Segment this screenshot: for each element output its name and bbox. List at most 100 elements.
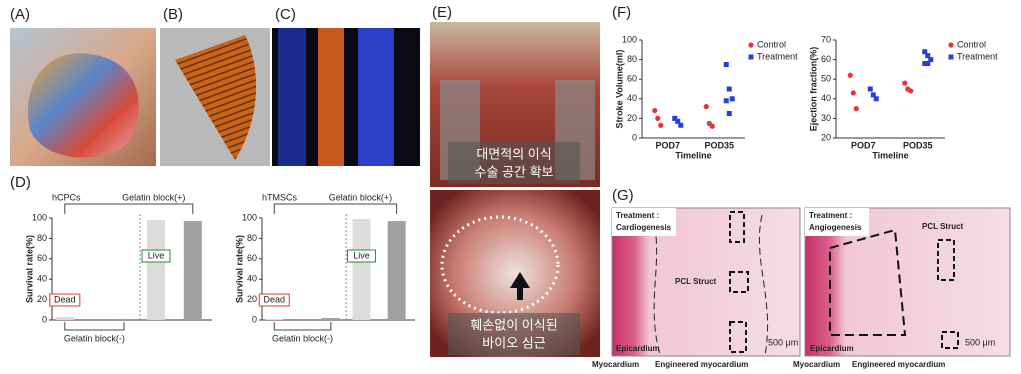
chart-title: hCPCs <box>52 192 81 202</box>
point <box>853 106 859 112</box>
y-tick-label: 100 <box>32 212 47 222</box>
dead-label: Dead <box>263 294 285 304</box>
y-tick-label: 40 <box>37 274 47 284</box>
chart-title: hTMSCs <box>262 192 298 202</box>
point <box>655 115 661 121</box>
box <box>937 239 955 281</box>
bar <box>55 316 74 320</box>
point <box>652 107 658 114</box>
point <box>726 111 732 116</box>
y-tick-label: 80 <box>37 233 47 243</box>
bracket <box>64 203 194 214</box>
y-tick-label: 100 <box>242 212 257 222</box>
photo <box>175 35 257 160</box>
box <box>829 228 907 336</box>
box <box>941 331 959 349</box>
caption: 바이오 심근 <box>482 335 545 350</box>
box <box>729 211 745 243</box>
label-box <box>258 293 290 307</box>
label-box <box>805 208 869 236</box>
x-axis-label: Timeline <box>675 150 711 160</box>
live-label: Live <box>148 250 165 260</box>
legend-marker <box>748 54 754 60</box>
point <box>658 122 664 128</box>
y-tick-label: 60 <box>627 74 637 84</box>
legend-label: Treatment <box>757 51 798 61</box>
point <box>873 96 879 102</box>
label-box <box>49 293 81 307</box>
bar <box>265 318 284 320</box>
y-tick-label: 70 <box>821 34 831 44</box>
y-tick-label: 20 <box>247 294 257 304</box>
point <box>729 96 735 102</box>
box <box>729 321 747 353</box>
point <box>723 98 729 104</box>
caption-box <box>448 142 580 184</box>
bracket <box>273 203 398 214</box>
histology-label: PCL Struct <box>922 222 964 231</box>
point <box>703 104 709 110</box>
y-tick-label: 30 <box>821 113 831 123</box>
group-label: Gelatin block(-) <box>272 333 333 343</box>
bracket <box>64 322 125 331</box>
histology-label: Cardiogenesis <box>616 223 672 232</box>
y-tick-label: 60 <box>821 54 831 64</box>
caption-box <box>448 313 580 355</box>
panel-label: (B) <box>163 6 183 23</box>
x-tick-label: POD7 <box>851 140 876 150</box>
y-tick-label: 80 <box>247 233 257 243</box>
y-axis-label: Survival rate(%) <box>24 235 34 303</box>
bar <box>321 317 340 320</box>
point <box>847 72 853 78</box>
bar <box>352 219 371 320</box>
bar <box>183 221 202 320</box>
y-tick-label: 20 <box>627 113 637 123</box>
histology-label: Epicardium <box>616 344 660 353</box>
point <box>723 62 729 67</box>
histology-label: Myocardium <box>793 360 840 369</box>
y-tick-label: 20 <box>821 132 831 142</box>
caption: 훼손없이 이식된 <box>470 317 557 332</box>
point <box>925 53 931 59</box>
outline <box>440 215 560 315</box>
histology-label: Epicardium <box>810 344 854 353</box>
y-tick-label: 0 <box>42 314 47 324</box>
point <box>678 122 684 128</box>
group-label: Gelatin block(-) <box>64 333 125 343</box>
point <box>850 90 856 96</box>
y-tick-label: 80 <box>627 54 637 64</box>
panel-label: (F) <box>612 4 631 21</box>
y-tick-label: 100 <box>622 34 637 44</box>
legend-label: Control <box>757 39 786 49</box>
label-box <box>141 249 171 263</box>
bar <box>147 220 165 320</box>
point <box>870 92 876 98</box>
box <box>729 271 749 293</box>
live-label: Live <box>353 250 370 260</box>
y-axis-label: Ejection fraction(%) <box>808 47 818 132</box>
arrow <box>510 272 530 300</box>
photo <box>318 28 344 166</box>
legend-marker <box>948 54 954 60</box>
legend-label: Control <box>957 39 986 49</box>
y-tick-label: 40 <box>627 93 637 103</box>
caption: 수술 공간 확보 <box>475 164 554 179</box>
histology-label: Angiogenesis <box>809 223 862 232</box>
photo <box>358 28 394 166</box>
point <box>922 61 928 67</box>
panel-label: (C) <box>275 6 296 23</box>
x-tick-label: POD35 <box>704 140 734 150</box>
panel-label: (E) <box>432 4 452 21</box>
x-axis-label: Timeline <box>872 150 908 160</box>
label-box <box>346 249 376 263</box>
y-tick-label: 20 <box>37 294 47 304</box>
legend-marker <box>948 42 954 48</box>
photo <box>28 53 139 158</box>
histology-label: Treatment : <box>809 211 852 220</box>
point <box>902 80 908 86</box>
y-tick-label: 50 <box>821 74 831 84</box>
dead-label: Dead <box>54 294 76 304</box>
panel-label: (G) <box>612 187 634 204</box>
point <box>726 86 732 92</box>
